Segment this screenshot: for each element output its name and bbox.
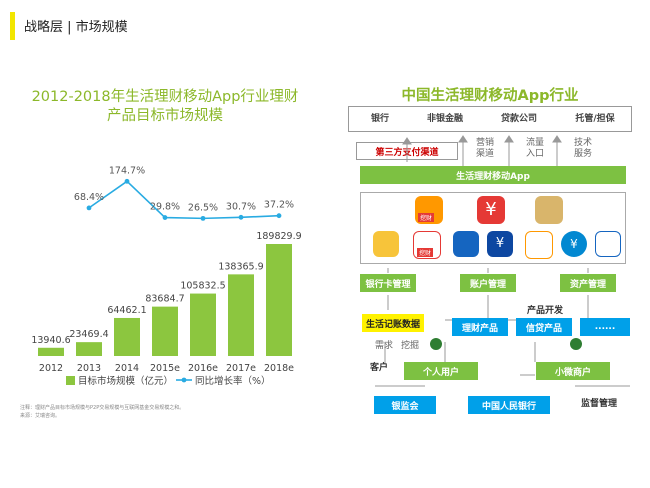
wealth-product: 理财产品 (452, 318, 508, 336)
growth-label-2015e: 29.8% (150, 202, 180, 213)
app-icon-grid: 挖财 ¥ 挖财 ¥ ¥ (360, 192, 626, 264)
cbrc-box: 银监会 (374, 396, 436, 414)
legend-bar-swatch (66, 376, 75, 385)
bar-2013 (76, 342, 102, 356)
bar-2016e (190, 293, 216, 356)
demand-label: 需求 (374, 341, 393, 351)
category-custody: 托管/担保 (575, 114, 615, 124)
individual-users: 个人用户 (404, 362, 478, 380)
growth-label-2014: 174.7% (109, 165, 145, 176)
x-tick-2017e: 2017e (226, 363, 256, 374)
growth-label-2013: 68.4% (74, 192, 104, 203)
credit-product: 信贷产品 (516, 318, 572, 336)
bar-2017e (228, 274, 254, 356)
more-products: ...... (580, 318, 630, 336)
book-app-icon (453, 231, 479, 257)
market-size-chart: 13940.6 2012 23469.4 2013 64462.1 2014 83684.7… (31, 165, 301, 387)
page-header: 战略层 | 市场规模 (24, 20, 128, 35)
cartoon-app-icon (373, 231, 399, 257)
bar-2012 (38, 347, 64, 356)
bar-label-2018e: 189829.9 (256, 231, 301, 242)
category-loan: 贷款公司 (500, 114, 537, 124)
growth-label-2018e: 37.2% (264, 200, 294, 211)
chart-title-line1: 2012-2018年生活理财移动App行业理财 (31, 89, 299, 105)
growth-point-2016e (200, 215, 206, 221)
wacai-app-icon: 挖财 (415, 196, 443, 224)
x-tick-2014: 2014 (115, 363, 139, 374)
x-tick-2012: 2012 (39, 363, 63, 374)
pboc-box: 中国人民银行 (468, 396, 550, 414)
card-wallet-app-icon (535, 196, 563, 224)
legend-line-label: 同比增长率（%） (195, 375, 271, 387)
flow-tech: 技术 服务 (573, 138, 592, 159)
bar-label-2017e: 138365.9 (218, 261, 263, 272)
asset-management: 资产管理 (560, 274, 616, 292)
category-non-bank: 非银金融 (426, 114, 463, 124)
x-tick-2018e: 2018e (264, 363, 294, 374)
micro-merchants: 小微商户 (536, 362, 610, 380)
x-tick-2013: 2013 (77, 363, 101, 374)
person-icon (430, 338, 442, 350)
bar-label-2016e: 105832.5 (180, 281, 225, 292)
footnote-note: 注释：理财产品目标市场规模与P2P交易规模与互联网基金交易规模之和。 (20, 405, 185, 411)
growth-point-2014 (124, 178, 130, 184)
supervision-label: 监督管理 (580, 399, 617, 409)
check-app-icon (595, 231, 621, 257)
bar-label-2015e: 83684.7 (145, 294, 184, 305)
bank-card-management: 银行卡管理 (360, 274, 416, 292)
x-tick-2016e: 2016e (188, 363, 218, 374)
bar-label-2014: 64462.1 (107, 305, 146, 316)
x-tick-2015e: 2015e (150, 363, 180, 374)
chart-title-line2: 产品目标市场规模 (107, 108, 223, 124)
round-yuan-app-icon: ¥ (561, 231, 587, 257)
bar-label-2013: 23469.4 (69, 329, 108, 340)
growth-point-2018e (276, 213, 282, 219)
category-bank: 银行 (370, 114, 389, 124)
bar-2014 (114, 317, 140, 356)
chart-title: 2012-2018年生活理财移动App行业理财 产品目标市场规模 (20, 88, 310, 126)
product-dev-label: 产品开发 (526, 306, 563, 316)
flow-traffic: 流量 入口 (525, 138, 544, 159)
fox-app-icon (525, 231, 553, 259)
legend-line-dot (181, 377, 187, 383)
blue-yuan-app-icon: ¥ (487, 231, 513, 257)
app-banner: 生活理财移动App (360, 166, 626, 184)
life-record-data: 生活记账数据 (362, 314, 424, 332)
flow-marketing: 营销 渠道 (475, 138, 494, 159)
growth-point-2015e (162, 215, 168, 220)
account-management: 账户管理 (460, 274, 516, 292)
growth-label-2016e: 26.5% (188, 202, 218, 213)
bar-2015e (152, 306, 178, 356)
growth-label-2017e: 30.7% (226, 201, 256, 212)
bar-2018e (266, 244, 292, 356)
mining-label: 挖掘 (400, 341, 419, 351)
footnote-source: 来源：艾瑞咨询。 (20, 413, 61, 419)
growth-line (88, 180, 280, 220)
legend-bar-label: 目标市场规模（亿元） (78, 375, 173, 387)
top-categories-box: 银行 非银金融 贷款公司 托管/担保 (348, 106, 632, 132)
wacai-ledger-app-icon: 挖财 (413, 231, 441, 259)
growth-point-2017e (238, 214, 244, 220)
merchant-person-icon (570, 338, 582, 350)
customer-label: 客户 (369, 363, 388, 373)
growth-point-2013 (86, 205, 92, 211)
bar-label-2012: 13940.6 (31, 335, 70, 346)
yuan-app-icon: ¥ (477, 196, 505, 224)
diagram-title: 中国生活理财移动App行业 (401, 88, 579, 104)
header-accent-bar (10, 12, 15, 40)
